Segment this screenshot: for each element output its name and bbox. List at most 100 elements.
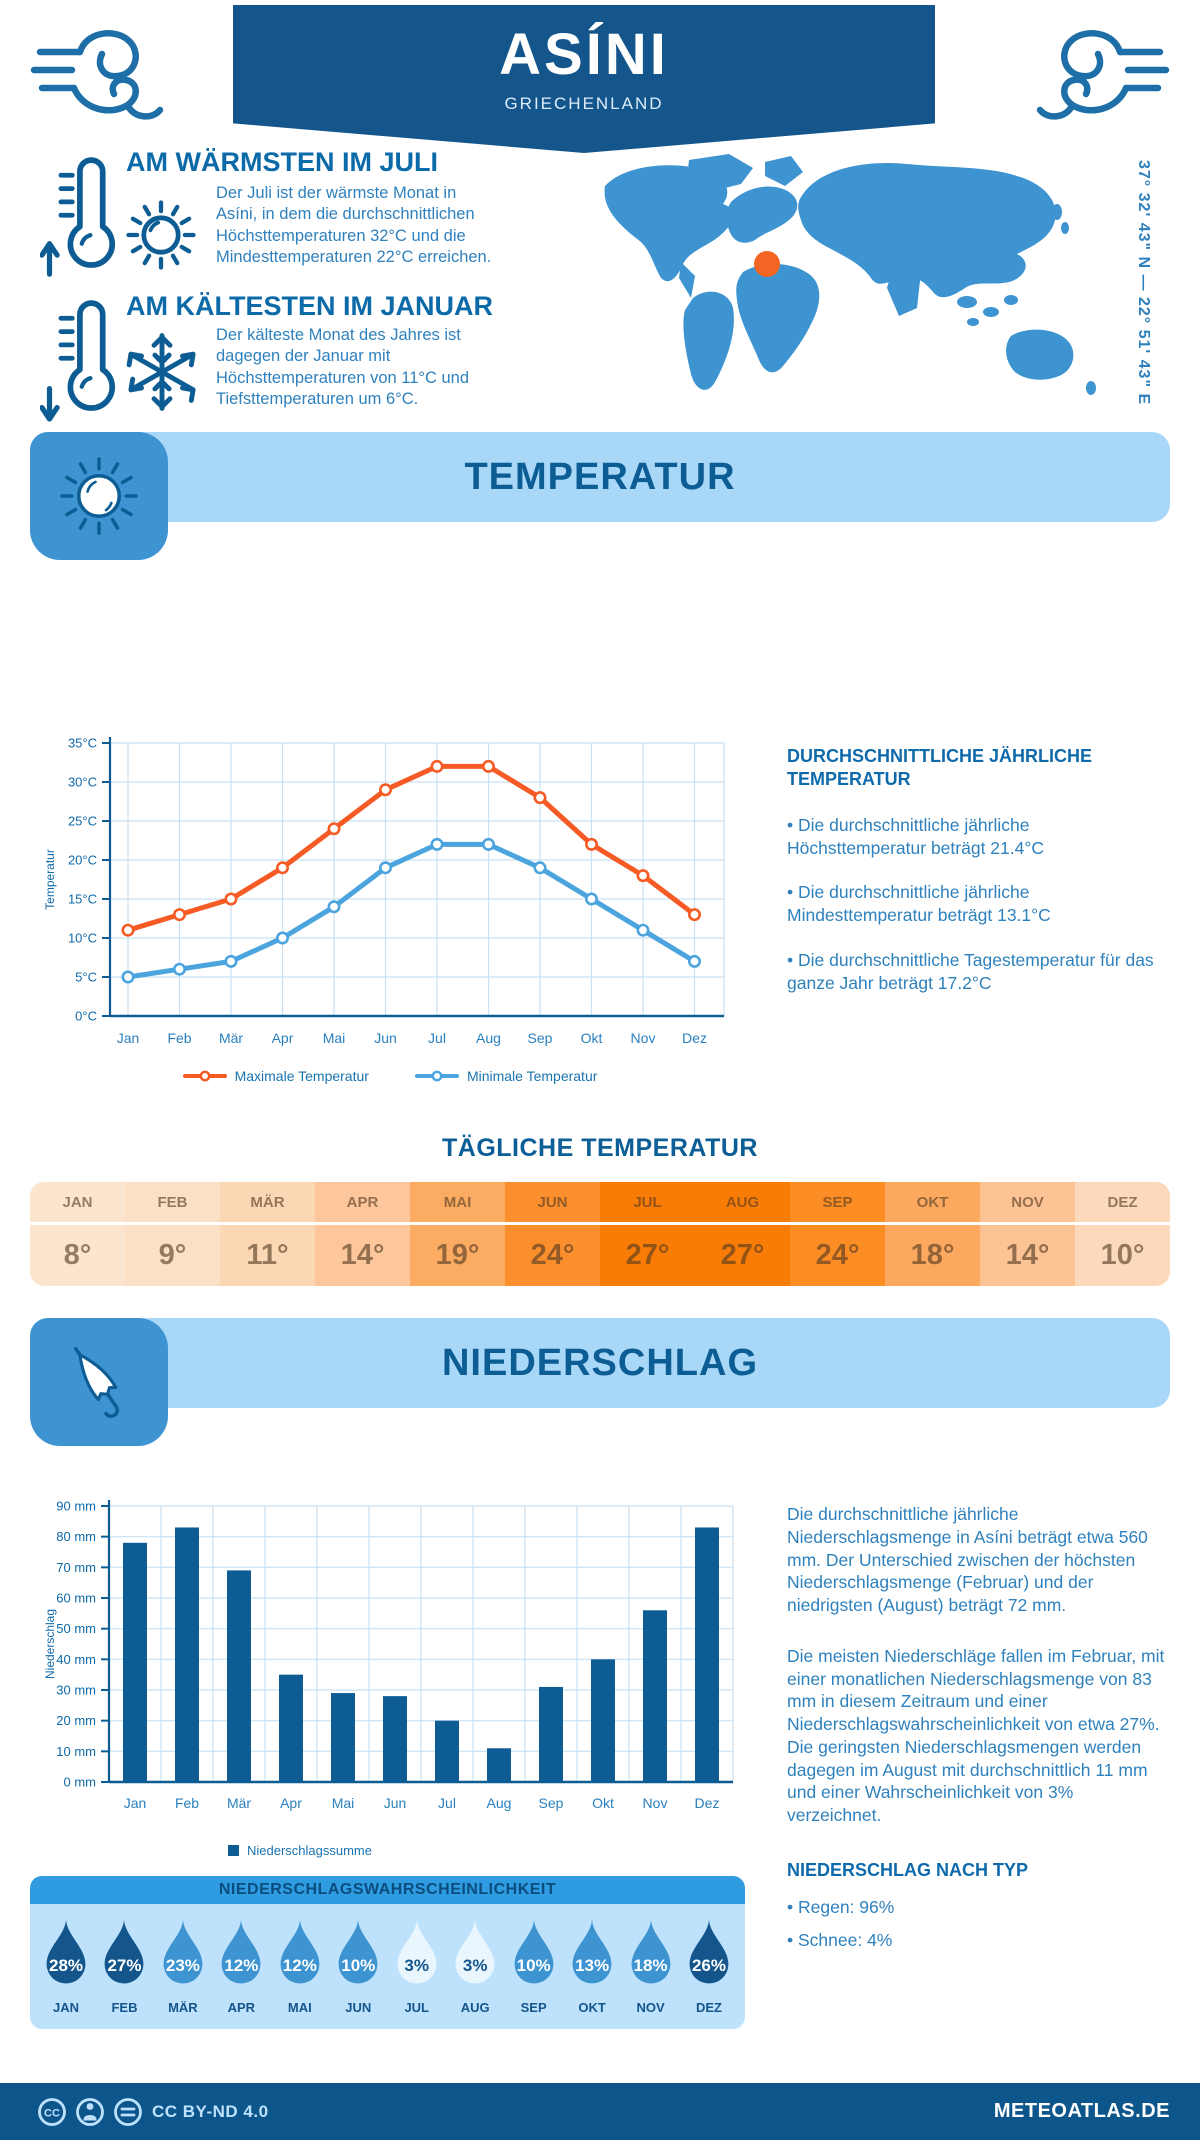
svg-text:Jul: Jul (438, 1795, 456, 1811)
svg-text:90 mm: 90 mm (56, 1499, 96, 1514)
probability-month: APR (227, 2000, 256, 2015)
daily-temp-month-cell: JAN (30, 1182, 125, 1222)
svg-text:20 mm: 20 mm (56, 1713, 96, 1728)
svg-text:Apr: Apr (272, 1030, 294, 1046)
svg-text:30 mm: 30 mm (56, 1683, 96, 1698)
temperature-legend: Maximale Temperatur Minimale Temperatur (40, 1068, 740, 1084)
precip-probability-title: NIEDERSCHLAGSWAHRSCHEINLICHKEIT (30, 1876, 745, 1904)
daily-temp-value-cell: 9° (125, 1225, 220, 1286)
legend-item: Maximale Temperatur (182, 1068, 369, 1084)
temperature-line-chart: 0°C 5°C 10°C 15°C 20°C 25°C 30°C 35°C Jan Feb Mär A… (43, 736, 725, 1046)
water-drop-icon (689, 1918, 729, 1984)
svg-text:Feb: Feb (175, 1795, 199, 1811)
svg-text:Niederschlag: Niederschlag (43, 1609, 57, 1679)
probability-value: 18% (633, 1956, 668, 1975)
precip-probability-item: 13% OKT (566, 1916, 618, 2015)
svg-text:Dez: Dez (682, 1030, 707, 1046)
precip-probability-item: 10% JUN (332, 1916, 384, 2015)
daily-temp-month-cell: DEZ (1075, 1182, 1170, 1222)
title-banner: ASÍNI GRIECHENLAND (233, 5, 935, 153)
svg-text:40 mm: 40 mm (56, 1652, 96, 1667)
precipitation-type-list: • Regen: 96% • Schnee: 4% (787, 1896, 1172, 1952)
svg-text:Dez: Dez (695, 1795, 720, 1811)
svg-text:Okt: Okt (592, 1795, 614, 1811)
wind-icon (1036, 30, 1170, 120)
daily-temp-month-cell: MAI (410, 1182, 505, 1222)
precip-probability-item: 3% AUG (449, 1916, 501, 2015)
svg-text:Sep: Sep (528, 1030, 553, 1046)
precip-probability-item: 28% JAN (40, 1916, 92, 2015)
cc-license-icons: CC (38, 2097, 142, 2126)
location-marker (754, 251, 780, 277)
svg-text:Feb: Feb (167, 1030, 191, 1046)
precipitation-text-1: Die durchschnittliche jährliche Niedersc… (787, 1504, 1148, 1615)
daily-temperature-table: JAN FEB MÄR APR MAI JUN JUL AUG SEP OKT NOV DEZ 8° 9°… (30, 1182, 1170, 1286)
precip-probability-drops: 28% JAN 27% FEB 23% MÄR 12% APR 12% MAI 10% JUN 3% JU… (30, 1904, 745, 2029)
probability-value: 12% (224, 1956, 259, 1975)
precip-probability-panel: NIEDERSCHLAGSWAHRSCHEINLICHKEIT 28% JAN 27… (30, 1876, 745, 2029)
svg-text:Apr: Apr (280, 1795, 302, 1811)
probability-month: DEZ (695, 2000, 722, 2015)
probability-value: 27% (107, 1956, 142, 1975)
svg-text:Jan: Jan (117, 1030, 140, 1046)
daily-temp-value-cell: 19° (410, 1225, 505, 1286)
probability-value: 23% (165, 1956, 200, 1975)
probability-month: MAI (287, 2000, 312, 2015)
temperature-stat: • Die durchschnittliche jährliche Höchst… (787, 814, 1044, 858)
precip-probability-item: 10% SEP (508, 1916, 560, 2015)
legend-swatch (228, 1845, 239, 1856)
daily-temp-value-cell: 11° (220, 1225, 315, 1286)
svg-text:Mär: Mär (219, 1030, 243, 1046)
probability-month: NOV (636, 2000, 665, 2015)
water-drop-icon (46, 1918, 86, 1984)
legend-label: Niederschlagssumme (247, 1843, 372, 1858)
precip-probability-item: 12% MAI (274, 1916, 326, 2015)
svg-text:50 mm: 50 mm (56, 1621, 96, 1636)
wind-icon (30, 30, 164, 120)
continents (604, 154, 1096, 395)
temperature-banner: TEMPERATUR (30, 432, 1170, 522)
precip-probability-item: 26% DEZ (683, 1916, 735, 2015)
daily-temp-month-cell: SEP (790, 1182, 885, 1222)
svg-text:70 mm: 70 mm (56, 1560, 96, 1575)
precipitation-banner-title: NIEDERSCHLAG (441, 1342, 759, 1384)
temperature-stats: DURCHSCHNITTLICHE JÄHRLICHE TEMPERATUR •… (787, 745, 1172, 1016)
precip-probability-item: 23% MÄR (157, 1916, 209, 2015)
warmest-text: Der Juli ist der wärmste Monat in Asíni,… (216, 184, 492, 267)
probability-value: 13% (575, 1956, 610, 1975)
daily-temp-month-cell: FEB (125, 1182, 220, 1222)
svg-text:Nov: Nov (643, 1795, 668, 1811)
precip-probability-item: 27% FEB (98, 1916, 150, 2015)
svg-text:Jul: Jul (428, 1030, 446, 1046)
coldest-heading: AM KÄLTESTEN IM JANUAR (126, 291, 493, 321)
legend-item: Minimale Temperatur (414, 1068, 597, 1084)
footer: CC CC BY-ND 4.0 METEOATLAS.DE (0, 2083, 1200, 2140)
svg-text:Nov: Nov (631, 1030, 656, 1046)
precipitation-bar-chart: 0 mm 10 mm 20 mm 30 mm 40 mm 50 mm 60 mm 70 mm 8… (43, 1499, 734, 1811)
daily-temp-value-cell: 14° (315, 1225, 410, 1286)
svg-text:Aug: Aug (476, 1030, 501, 1046)
thermometer-down-icon (40, 300, 116, 422)
probability-value: 3% (404, 1956, 429, 1975)
probability-month: JUL (404, 2000, 429, 2015)
temperature-banner-title: TEMPERATUR (464, 456, 736, 498)
probability-month: SEP (520, 2000, 547, 2015)
probability-value: 28% (48, 1956, 84, 1975)
svg-text:10 mm: 10 mm (56, 1744, 96, 1759)
daily-temp-value-cell: 18° (885, 1225, 980, 1286)
water-drop-icon (514, 1918, 554, 1984)
daily-temp-month-cell: JUN (505, 1182, 600, 1222)
svg-text:CC: CC (44, 2107, 60, 2119)
water-drop-icon (280, 1918, 320, 1984)
daily-temp-value-cell: 27° (695, 1225, 790, 1286)
svg-text:35°C: 35°C (68, 736, 97, 751)
probability-month: JUN (345, 2000, 372, 2015)
snowflake-icon (126, 333, 196, 411)
page-title: ASÍNI (499, 22, 669, 87)
precipitation-type-heading: NIEDERSCHLAG NACH TYP (787, 1859, 1029, 1880)
svg-text:60 mm: 60 mm (56, 1591, 96, 1606)
daily-temp-month-cell: NOV (980, 1182, 1075, 1222)
water-drop-icon (163, 1918, 203, 1984)
svg-text:25°C: 25°C (68, 814, 97, 829)
